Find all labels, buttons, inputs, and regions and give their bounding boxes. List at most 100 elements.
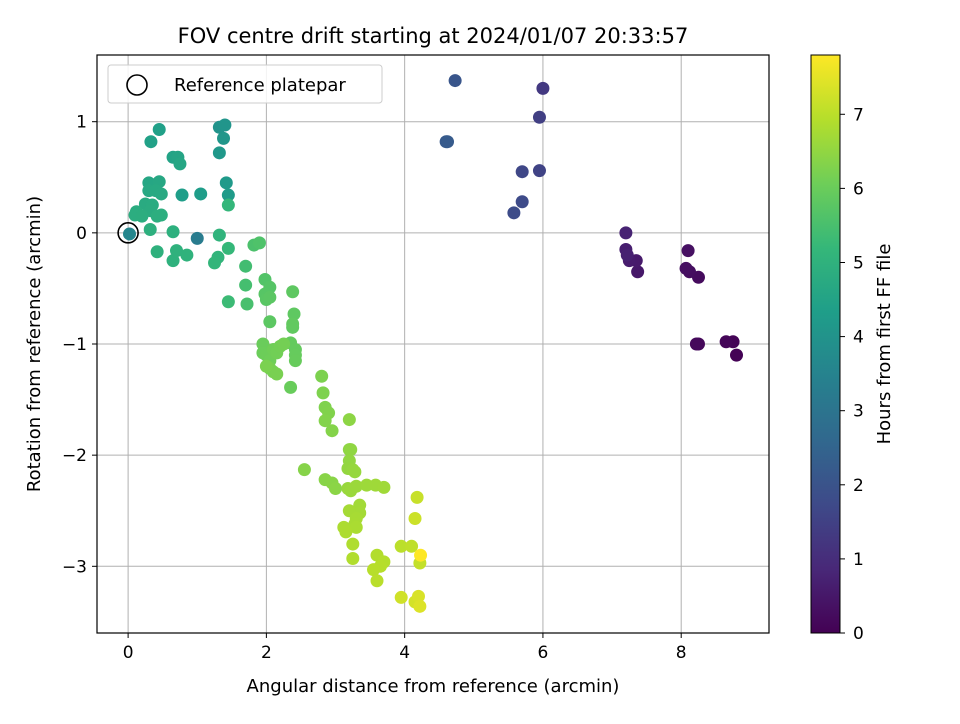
data-point	[150, 245, 164, 259]
colorbar-tick-label: 1	[853, 550, 864, 570]
data-point	[679, 261, 693, 275]
data-point	[154, 187, 168, 201]
data-point	[284, 380, 298, 394]
x-axis-label: Angular distance from reference (arcmin)	[247, 676, 620, 697]
data-point	[208, 256, 222, 270]
data-point	[394, 539, 408, 553]
data-point	[288, 354, 302, 368]
data-point	[681, 244, 695, 258]
colorbar-tick-label: 5	[853, 253, 864, 273]
data-point	[349, 520, 363, 534]
data-point	[507, 206, 521, 220]
data-point	[377, 480, 391, 494]
data-point	[221, 295, 235, 309]
y-axis-ticks: 1 0 −1 −2 −3	[62, 113, 97, 577]
colorbar-tick-label: 2	[853, 476, 864, 496]
data-point	[532, 110, 546, 124]
data-point	[190, 231, 204, 245]
data-point	[263, 290, 277, 304]
reference-platepar-marker	[117, 222, 139, 244]
data-point	[367, 563, 381, 577]
data-point	[263, 315, 277, 329]
data-point	[218, 118, 232, 132]
chart-title: FOV centre drift starting at 2024/01/07 …	[178, 24, 689, 48]
data-point	[370, 574, 384, 588]
legend-reference-marker	[126, 74, 148, 96]
data-point	[256, 337, 270, 351]
data-point	[342, 413, 356, 427]
data-point	[719, 335, 733, 349]
colorbar-ticks: 0 1 2 3 4 5 6 7	[840, 105, 864, 644]
data-point	[344, 443, 358, 457]
data-point	[219, 176, 233, 190]
data-point	[441, 135, 455, 149]
data-point	[448, 74, 462, 88]
x-tick-label: 0	[123, 643, 134, 663]
data-point	[631, 265, 645, 279]
colorbar: 0 1 2 3 4 5 6 7 Hours from first FF file	[810, 54, 895, 644]
colorbar-tick-label: 3	[853, 402, 864, 422]
y-axis-label: Rotation from reference (arcmin)	[24, 196, 45, 492]
data-point	[329, 482, 343, 495]
data-point	[122, 227, 136, 241]
data-point	[316, 386, 330, 400]
data-point	[173, 157, 187, 171]
data-point	[730, 348, 744, 362]
data-point	[221, 241, 235, 255]
data-point	[532, 164, 546, 178]
data-point	[252, 236, 266, 250]
data-point	[270, 367, 284, 381]
data-point	[297, 463, 311, 477]
x-tick-label: 6	[538, 643, 549, 663]
data-point	[348, 465, 362, 479]
data-point	[339, 525, 353, 539]
data-point	[166, 225, 180, 239]
y-tick-label: 1	[76, 113, 87, 133]
data-point	[411, 589, 425, 603]
data-point	[287, 307, 301, 321]
data-point	[286, 285, 300, 299]
data-point	[315, 369, 329, 383]
data-point	[166, 254, 180, 268]
data-point	[414, 548, 428, 562]
data-point	[277, 337, 291, 351]
data-point	[360, 478, 374, 492]
data-point	[194, 187, 208, 201]
data-point	[318, 414, 332, 428]
y-tick-label: −2	[62, 446, 87, 466]
legend: Reference platepar	[107, 64, 383, 104]
data-point	[221, 188, 235, 202]
data-point	[259, 359, 273, 373]
data-point	[217, 131, 231, 145]
colorbar-label: Hours from first FF file	[874, 244, 895, 445]
data-point	[349, 479, 363, 493]
colorbar-gradient	[810, 54, 841, 634]
data-point	[346, 552, 360, 566]
data-point	[240, 297, 254, 311]
data-point	[150, 209, 164, 223]
data-point	[175, 188, 189, 202]
data-point	[405, 539, 419, 553]
legend-box	[107, 64, 383, 104]
data-point	[619, 226, 633, 240]
data-point	[144, 135, 158, 149]
data-point	[170, 244, 184, 258]
reference-marker-layer	[117, 222, 139, 244]
colorbar-tick-label: 7	[853, 105, 864, 125]
x-tick-label: 2	[261, 643, 272, 663]
data-point	[152, 122, 166, 136]
data-point	[212, 228, 226, 242]
data-point	[143, 223, 157, 237]
x-tick-label: 4	[399, 643, 410, 663]
data-point	[212, 146, 226, 160]
data-point	[408, 512, 422, 526]
data-point	[689, 337, 703, 351]
data-point	[239, 259, 253, 273]
data-point	[410, 490, 424, 504]
data-point	[413, 599, 427, 613]
y-tick-label: 0	[76, 224, 87, 244]
legend-entry-label: Reference platepar	[174, 75, 346, 96]
data-point	[515, 165, 529, 179]
data-point	[221, 198, 235, 212]
